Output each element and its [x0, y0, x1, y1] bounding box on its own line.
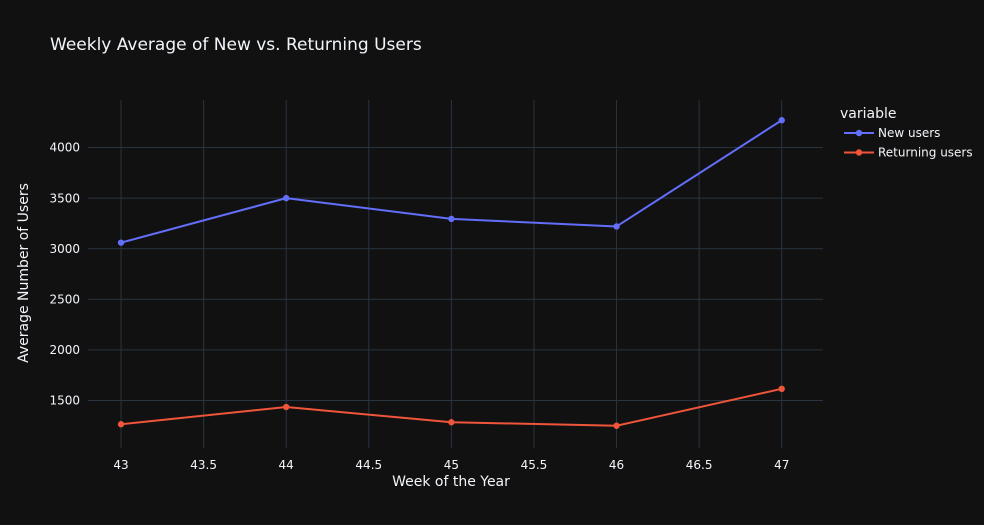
- legend[interactable]: variable New users Returning users: [840, 106, 973, 160]
- series-1: [117, 385, 785, 429]
- x-tick-label: 46: [609, 458, 624, 472]
- data-point[interactable]: [283, 194, 290, 202]
- legend-title: variable: [840, 106, 896, 122]
- y-tick-label: 4000: [49, 141, 80, 155]
- y-tick-label: 3500: [49, 191, 80, 205]
- chart-title: Weekly Average of New vs. Returning User…: [50, 35, 422, 55]
- legend-label: New users: [878, 126, 940, 140]
- data-point[interactable]: [117, 239, 125, 246]
- grid-layer: [88, 100, 823, 448]
- x-tick-label: 46.5: [686, 458, 713, 472]
- legend-swatch-marker: [855, 129, 863, 137]
- legend-item[interactable]: New users: [844, 126, 940, 140]
- data-point[interactable]: [448, 419, 455, 426]
- y-tick-label: 3000: [49, 242, 80, 256]
- legend-item[interactable]: Returning users: [844, 146, 973, 160]
- x-tick-label: 44: [279, 458, 294, 472]
- x-tick-label: 45: [444, 458, 459, 472]
- x-tick-label: 45.5: [521, 458, 548, 472]
- data-point[interactable]: [117, 421, 125, 428]
- y-tick-label: 2000: [49, 343, 80, 357]
- series-layer: [117, 117, 785, 429]
- data-point[interactable]: [613, 422, 620, 429]
- data-point[interactable]: [778, 117, 785, 124]
- data-point[interactable]: [448, 215, 455, 223]
- x-tick-label: 43.5: [190, 458, 217, 472]
- series-0: [117, 117, 785, 246]
- x-axis-title: Week of the Year: [392, 474, 510, 490]
- data-point[interactable]: [613, 223, 620, 230]
- x-tick-label: 47: [774, 458, 789, 472]
- y-axis-title: Average Number of Users: [16, 183, 32, 363]
- legend-swatch-marker: [855, 149, 863, 156]
- legend-label: Returning users: [878, 146, 973, 160]
- x-tick-label: 43: [113, 458, 128, 472]
- tick-layer: 43 43.5 44 44.5 45 45.5 46 46.5 47 1500 2000 2500 30…: [49, 141, 789, 472]
- data-point[interactable]: [283, 403, 290, 411]
- y-tick-label: 1500: [49, 394, 80, 408]
- y-tick-label: 2500: [49, 292, 80, 306]
- data-point[interactable]: [778, 385, 785, 393]
- x-tick-label: 44.5: [355, 458, 382, 472]
